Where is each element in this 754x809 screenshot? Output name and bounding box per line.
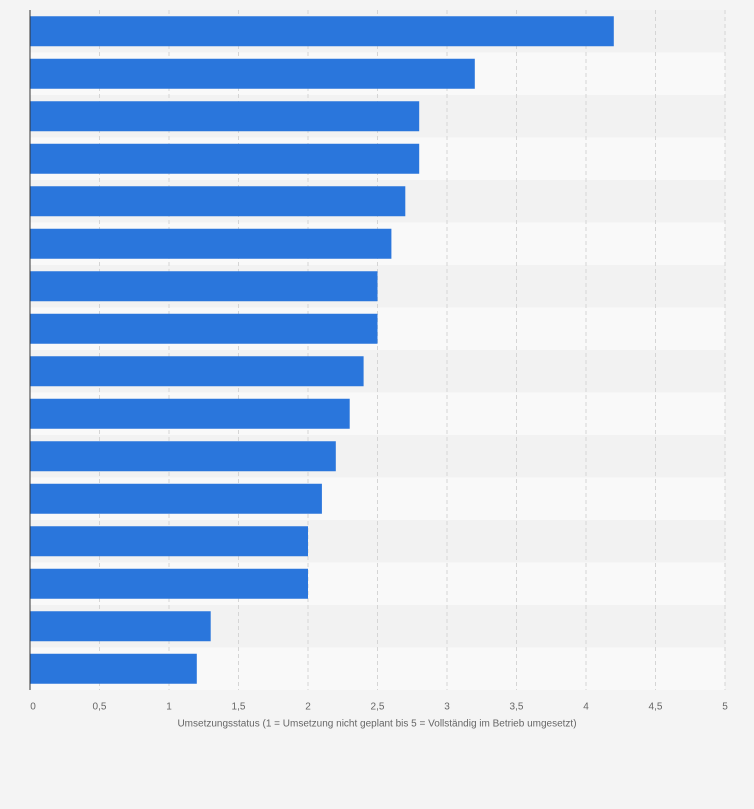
bar	[30, 441, 336, 472]
bar	[30, 526, 308, 557]
bar	[30, 313, 378, 344]
bar	[30, 58, 475, 89]
bar	[30, 271, 378, 302]
x-tick-label: 4,5	[649, 702, 663, 713]
x-tick-label: 4	[583, 702, 589, 713]
x-tick-label: 3	[444, 702, 450, 713]
x-tick-label: 3,5	[510, 702, 524, 713]
x-tick-label: 0	[30, 702, 36, 713]
x-tick-label: 1,5	[232, 702, 246, 713]
x-tick-label: 2,5	[371, 702, 385, 713]
x-axis-title: Umsetzungsstatus (1 = Umsetzung nicht ge…	[177, 719, 576, 730]
x-tick-label: 5	[722, 702, 728, 713]
x-tick-label: 1	[166, 702, 172, 713]
bar	[30, 16, 614, 47]
bar	[30, 568, 308, 599]
x-tick-label: 2	[305, 702, 311, 713]
bar	[30, 228, 392, 259]
bar	[30, 483, 322, 514]
bar	[30, 611, 211, 642]
bar	[30, 186, 406, 217]
bar	[30, 653, 197, 684]
bar	[30, 143, 420, 174]
bar	[30, 356, 364, 387]
x-tick-label: 0,5	[93, 702, 107, 713]
bar	[30, 101, 420, 132]
bar	[30, 398, 350, 429]
